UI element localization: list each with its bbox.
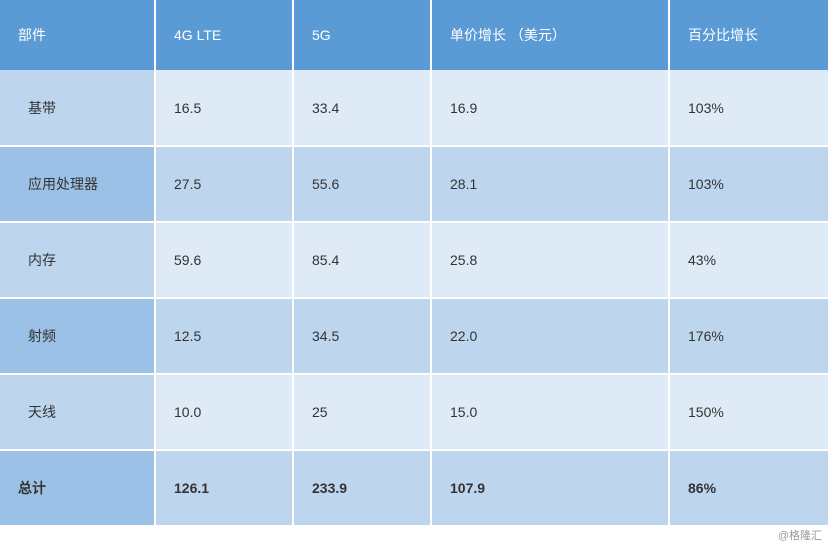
cell-percent: 43%: [669, 222, 828, 298]
cell-4g: 16.5: [155, 70, 293, 146]
comparison-table: 部件 4G LTE 5G 单价增长 （美元） 百分比增长 基带 16.5 33.…: [0, 0, 828, 527]
cell-4g: 12.5: [155, 298, 293, 374]
cell-total-5g: 233.9: [293, 450, 431, 526]
cell-component: 应用处理器: [0, 146, 155, 222]
watermark: @格隆汇: [778, 527, 822, 543]
cell-price: 22.0: [431, 298, 669, 374]
cell-total-4g: 126.1: [155, 450, 293, 526]
col-header-price-increase: 单价增长 （美元）: [431, 0, 669, 70]
table-header-row: 部件 4G LTE 5G 单价增长 （美元） 百分比增长: [0, 0, 828, 70]
cell-4g: 10.0: [155, 374, 293, 450]
cell-component: 射频: [0, 298, 155, 374]
col-header-percent-increase: 百分比增长: [669, 0, 828, 70]
cell-price: 28.1: [431, 146, 669, 222]
cell-total-label: 总计: [0, 450, 155, 526]
cell-5g: 85.4: [293, 222, 431, 298]
cell-percent: 150%: [669, 374, 828, 450]
table-body: 基带 16.5 33.4 16.9 103% 应用处理器 27.5 55.6 2…: [0, 70, 828, 526]
table-row: 射频 12.5 34.5 22.0 176%: [0, 298, 828, 374]
cell-percent: 103%: [669, 146, 828, 222]
table-row: 天线 10.0 25 15.0 150%: [0, 374, 828, 450]
cell-price: 16.9: [431, 70, 669, 146]
col-header-component: 部件: [0, 0, 155, 70]
cell-5g: 25: [293, 374, 431, 450]
cell-component: 天线: [0, 374, 155, 450]
table-total-row: 总计 126.1 233.9 107.9 86%: [0, 450, 828, 526]
cell-component: 内存: [0, 222, 155, 298]
cell-total-percent: 86%: [669, 450, 828, 526]
cell-component: 基带: [0, 70, 155, 146]
cell-price: 15.0: [431, 374, 669, 450]
cell-5g: 55.6: [293, 146, 431, 222]
col-header-4g: 4G LTE: [155, 0, 293, 70]
cell-4g: 59.6: [155, 222, 293, 298]
cell-percent: 176%: [669, 298, 828, 374]
cell-5g: 33.4: [293, 70, 431, 146]
cell-total-price: 107.9: [431, 450, 669, 526]
table-row: 基带 16.5 33.4 16.9 103%: [0, 70, 828, 146]
cell-5g: 34.5: [293, 298, 431, 374]
table-row: 内存 59.6 85.4 25.8 43%: [0, 222, 828, 298]
cell-4g: 27.5: [155, 146, 293, 222]
cell-percent: 103%: [669, 70, 828, 146]
cell-price: 25.8: [431, 222, 669, 298]
table-row: 应用处理器 27.5 55.6 28.1 103%: [0, 146, 828, 222]
col-header-5g: 5G: [293, 0, 431, 70]
